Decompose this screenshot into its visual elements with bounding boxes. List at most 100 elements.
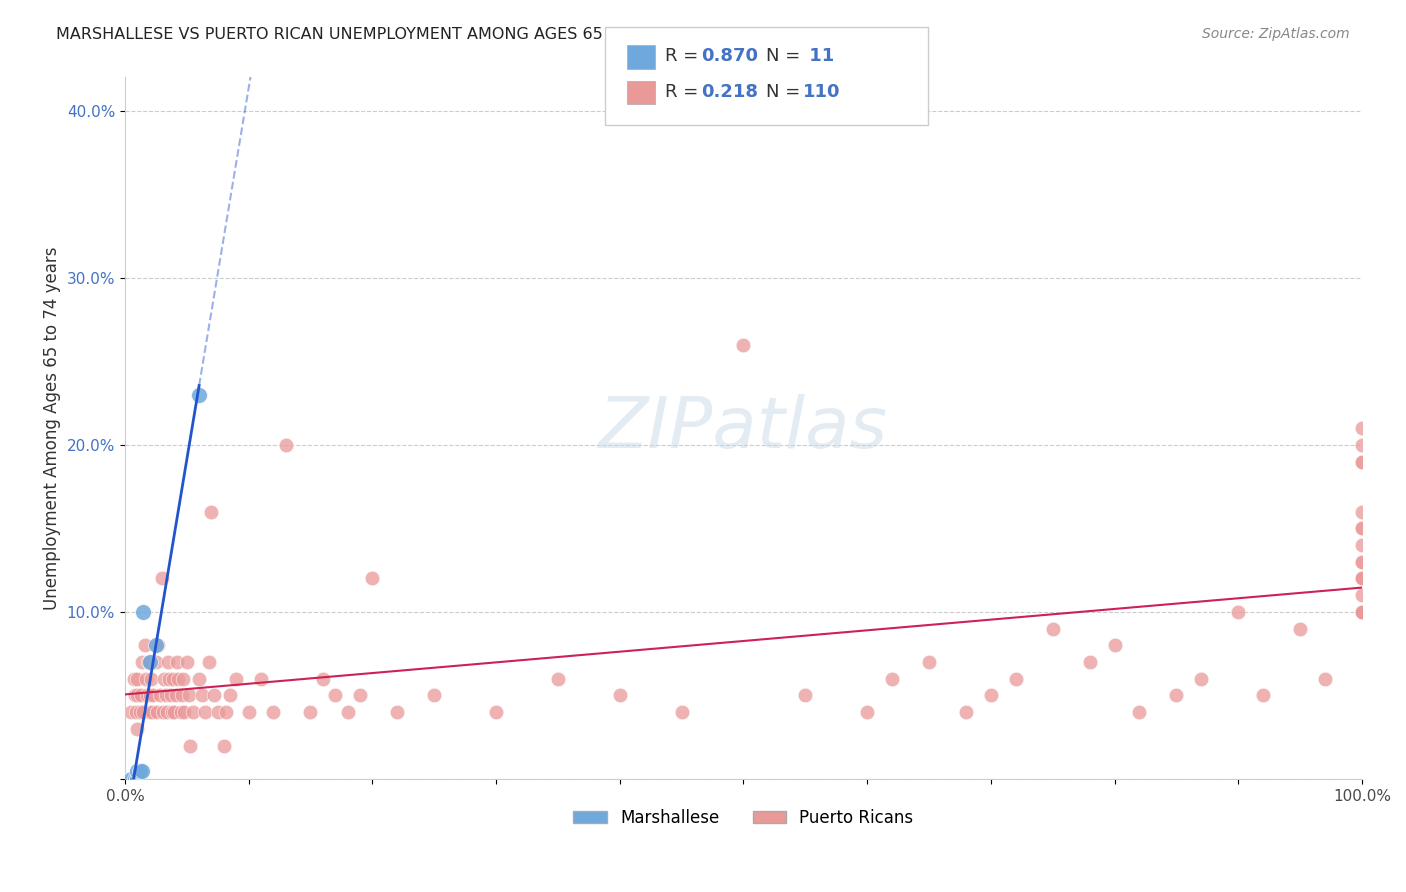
- Point: [1351, 555, 1374, 569]
- Point: [131, 764, 153, 778]
- Point: [250, 672, 273, 686]
- Point: [1128, 705, 1150, 719]
- Point: [1351, 505, 1374, 519]
- Point: [225, 672, 247, 686]
- Point: [1351, 538, 1374, 552]
- Point: [1351, 454, 1374, 468]
- Point: [323, 689, 346, 703]
- Point: [980, 689, 1002, 703]
- Point: [1351, 421, 1374, 435]
- Text: R =: R =: [665, 83, 704, 101]
- Point: [127, 672, 149, 686]
- Point: [127, 764, 149, 778]
- Point: [1004, 672, 1026, 686]
- Point: [160, 705, 183, 719]
- Point: [198, 655, 221, 669]
- Point: [1351, 605, 1374, 619]
- Point: [955, 705, 977, 719]
- Point: [176, 655, 198, 669]
- Point: [124, 689, 146, 703]
- Point: [385, 705, 408, 719]
- Point: [918, 655, 941, 669]
- Point: [215, 705, 238, 719]
- Point: [179, 689, 201, 703]
- Point: [148, 689, 170, 703]
- Point: [128, 705, 150, 719]
- Point: [139, 672, 162, 686]
- Point: [173, 705, 195, 719]
- Point: [162, 672, 184, 686]
- Point: [170, 689, 193, 703]
- Point: [131, 655, 153, 669]
- Point: [856, 705, 879, 719]
- Text: ZIPatlas: ZIPatlas: [599, 393, 889, 463]
- Point: [127, 722, 149, 736]
- Point: [122, 672, 145, 686]
- Point: [148, 638, 170, 652]
- Point: [1351, 438, 1374, 452]
- Point: [671, 705, 693, 719]
- Point: [1313, 672, 1336, 686]
- Y-axis label: Unemployment Among Ages 65 to 74 years: Unemployment Among Ages 65 to 74 years: [44, 246, 60, 610]
- Point: [159, 672, 181, 686]
- Point: [138, 655, 160, 669]
- Point: [1351, 605, 1374, 619]
- Point: [1251, 689, 1274, 703]
- Text: MARSHALLESE VS PUERTO RICAN UNEMPLOYMENT AMONG AGES 65 TO 74 YEARS CORRELATION C: MARSHALLESE VS PUERTO RICAN UNEMPLOYMENT…: [56, 27, 891, 42]
- Point: [165, 689, 187, 703]
- Point: [207, 705, 229, 719]
- Point: [880, 672, 903, 686]
- Point: [156, 705, 179, 719]
- Point: [1351, 521, 1374, 535]
- Point: [188, 672, 211, 686]
- Point: [194, 705, 217, 719]
- Text: R =: R =: [665, 47, 704, 65]
- Point: [146, 705, 169, 719]
- Text: 110: 110: [803, 83, 841, 101]
- Point: [1351, 521, 1374, 535]
- Point: [1351, 605, 1374, 619]
- Point: [120, 705, 142, 719]
- Point: [733, 337, 755, 351]
- Point: [190, 689, 212, 703]
- Point: [145, 638, 167, 652]
- Point: [135, 672, 157, 686]
- Point: [127, 772, 149, 786]
- Point: [312, 672, 335, 686]
- Point: [1227, 605, 1250, 619]
- Point: [134, 638, 156, 652]
- Point: [794, 689, 817, 703]
- Point: [150, 572, 173, 586]
- Text: N =: N =: [766, 47, 806, 65]
- Point: [200, 505, 222, 519]
- Point: [547, 672, 569, 686]
- Text: Source: ZipAtlas.com: Source: ZipAtlas.com: [1202, 27, 1350, 41]
- Point: [609, 689, 631, 703]
- Point: [169, 705, 191, 719]
- Point: [145, 655, 167, 669]
- Point: [172, 672, 194, 686]
- Point: [212, 739, 235, 753]
- Point: [274, 438, 297, 452]
- Text: N =: N =: [766, 83, 806, 101]
- Point: [361, 572, 384, 586]
- Point: [124, 772, 146, 786]
- Point: [1351, 605, 1374, 619]
- Point: [336, 705, 359, 719]
- Point: [349, 689, 371, 703]
- Point: [167, 672, 190, 686]
- Point: [141, 705, 163, 719]
- Point: [179, 739, 201, 753]
- Point: [299, 705, 322, 719]
- Point: [1351, 454, 1374, 468]
- Point: [128, 764, 150, 778]
- Point: [142, 689, 165, 703]
- Point: [138, 689, 160, 703]
- Point: [166, 655, 188, 669]
- Point: [152, 705, 174, 719]
- Point: [138, 655, 160, 669]
- Point: [1289, 622, 1312, 636]
- Point: [1042, 622, 1064, 636]
- Point: [423, 689, 446, 703]
- Point: [1166, 689, 1188, 703]
